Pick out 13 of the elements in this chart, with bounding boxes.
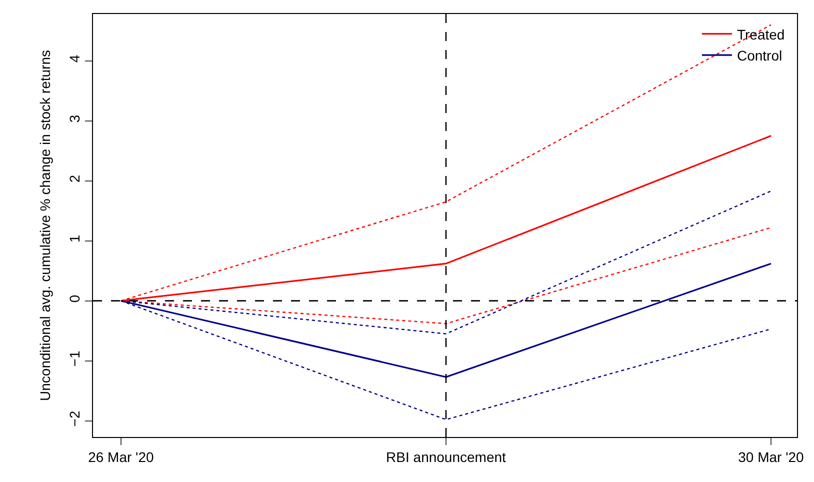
y-tick-label: 4 bbox=[66, 54, 82, 63]
y-tick-label: 3 bbox=[66, 114, 82, 123]
y-tick-label: 1 bbox=[66, 234, 82, 243]
x-tick-label: 26 Mar '20 bbox=[88, 448, 154, 465]
y-axis-title: Unconditional avg. cumulative % change in stock returns bbox=[37, 50, 53, 401]
y-tick-label: 0 bbox=[66, 294, 82, 303]
legend-label: Treated bbox=[736, 26, 785, 42]
y-tick-label: −2 bbox=[66, 410, 82, 427]
y-tick-label: 2 bbox=[66, 174, 82, 183]
legend-label: Control bbox=[736, 47, 782, 64]
y-tick-label: −1 bbox=[66, 350, 82, 367]
x-tick-label: 30 Mar '20 bbox=[738, 448, 804, 465]
x-tick-label: RBI announcement bbox=[386, 448, 506, 465]
